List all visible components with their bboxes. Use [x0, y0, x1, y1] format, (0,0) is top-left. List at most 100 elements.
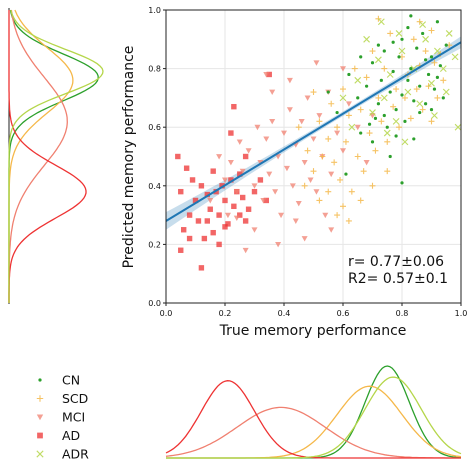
point-adr: [348, 123, 356, 131]
series-adr: [339, 18, 462, 146]
density-y-adr: [8, 9, 104, 303]
point-ad: [216, 241, 222, 248]
point-scd: [428, 118, 435, 125]
x-tick-labels: 0.0 0.2 0.4 0.6 0.8 1.0: [160, 303, 467, 318]
series-scd: [295, 15, 453, 224]
x-tick-label: 0.6: [337, 309, 350, 318]
point-scd: [316, 197, 323, 204]
point-mci: [301, 159, 308, 166]
point-cn: [400, 181, 404, 185]
marginal-x-curves: [165, 365, 462, 459]
point-mci: [328, 171, 335, 178]
point-cn: [391, 69, 395, 74]
point-mci: [207, 198, 214, 204]
point-scd: [325, 188, 332, 195]
point-scd: [345, 112, 352, 119]
point-scd: [351, 65, 358, 72]
point-cn: [438, 64, 442, 68]
point-mci: [239, 168, 246, 175]
point-adr: [375, 56, 382, 64]
plot-frame: [165, 9, 462, 304]
point-cn: [335, 110, 339, 115]
point-cn: [370, 140, 375, 144]
point-ad: [204, 191, 210, 198]
point-cn: [424, 102, 428, 106]
point-ad: [198, 265, 205, 271]
density-y-mci: [8, 9, 68, 303]
point-cn: [388, 154, 392, 159]
point-mci: [242, 247, 249, 254]
point-ad: [189, 177, 196, 183]
point-ad: [228, 177, 234, 183]
point-ad: [222, 224, 228, 230]
point-scd: [401, 94, 408, 101]
point-adr: [451, 53, 459, 61]
density-x-ad: [165, 380, 461, 459]
point-cn: [370, 61, 375, 65]
r-annotation: r= 0.77±0.06: [348, 254, 444, 270]
point-scd: [407, 115, 414, 122]
point-adr: [416, 100, 424, 108]
point-adr: [431, 112, 438, 119]
point-ad: [210, 168, 216, 174]
point-cn: [418, 84, 422, 88]
point-mci: [298, 118, 305, 125]
point-ad: [231, 203, 237, 210]
point-adr: [392, 117, 400, 125]
point-scd: [428, 27, 435, 34]
point-adr: [369, 109, 376, 116]
point-mci: [233, 189, 240, 195]
legend-marker-scd: [36, 395, 44, 402]
marginal-x-panel: [165, 365, 462, 459]
point-scd: [396, 124, 403, 131]
point-scd: [440, 77, 447, 84]
point-mci: [316, 113, 323, 119]
point-mci: [263, 72, 270, 78]
x-tick-label: 0.0: [160, 309, 173, 318]
point-ad: [198, 183, 205, 189]
point-cn: [418, 110, 422, 115]
point-ad: [242, 218, 249, 224]
point-cn: [435, 20, 439, 24]
point-ad: [186, 212, 193, 218]
point-cn: [406, 25, 410, 30]
point-scd: [369, 48, 376, 55]
point-scd: [375, 94, 382, 101]
point-cn: [347, 72, 351, 77]
point-mci: [310, 136, 317, 142]
point-mci: [313, 189, 320, 195]
point-cn: [435, 75, 439, 79]
y-tick-label: 1.0: [148, 6, 161, 15]
point-mci: [233, 215, 240, 222]
point-cn: [373, 116, 378, 121]
point-ad: [257, 177, 264, 183]
point-scd: [381, 65, 388, 72]
point-scd: [422, 48, 429, 55]
point-ad: [178, 188, 184, 195]
point-mci: [307, 177, 314, 183]
legend-item-scd: SCD: [36, 391, 88, 406]
regression-fit-line: [165, 41, 462, 222]
point-mci: [328, 227, 335, 233]
point-cn: [394, 108, 398, 112]
point-cn: [415, 46, 419, 50]
x-axis-label: True memory performance: [219, 323, 407, 339]
point-adr: [445, 30, 453, 37]
point-mci: [340, 148, 346, 154]
point-adr: [422, 35, 429, 43]
point-cn: [394, 134, 398, 138]
point-scd: [328, 100, 335, 107]
point-mci: [304, 95, 311, 101]
point-scd: [325, 135, 332, 142]
point-ad: [210, 229, 216, 236]
point-mci: [260, 198, 267, 204]
point-mci: [283, 165, 290, 172]
point-mci: [266, 171, 273, 178]
point-cn: [441, 96, 445, 100]
point-cn: [412, 99, 416, 103]
point-cn: [388, 90, 392, 94]
point-cn: [365, 84, 369, 88]
point-mci: [345, 101, 352, 107]
point-cn: [391, 40, 395, 44]
confidence-band: [166, 36, 461, 230]
